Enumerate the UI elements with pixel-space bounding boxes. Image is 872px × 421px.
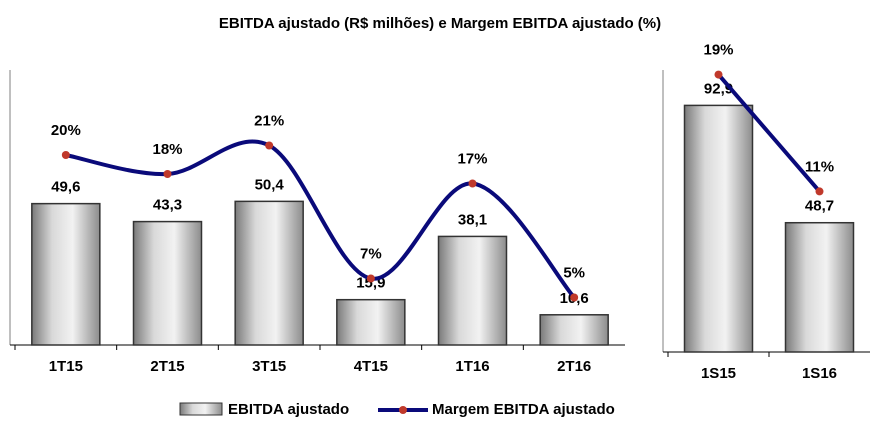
line-value-label: 7% — [360, 245, 382, 262]
chart-title: EBITDA ajustado (R$ milhões) e Margem EB… — [219, 15, 661, 32]
line-marker — [366, 274, 375, 283]
line-marker — [61, 151, 70, 159]
line-marker — [163, 170, 172, 178]
bar — [683, 104, 754, 353]
x-tick-label: 1S15 — [701, 365, 736, 382]
line-value-label: 17% — [457, 150, 487, 167]
legend-label: EBITDA ajustado — [228, 401, 349, 418]
line-value-label: 20% — [51, 122, 81, 139]
x-tick-label: 1T16 — [455, 358, 489, 375]
line-marker — [714, 70, 723, 79]
line-value-label: 11% — [805, 158, 834, 175]
line-marker — [570, 293, 579, 302]
bar-value-label: 49,6 — [51, 179, 80, 196]
x-tick-label: 2T15 — [150, 358, 184, 375]
line-value-label: 18% — [152, 141, 182, 158]
line-value-label: 21% — [254, 112, 284, 129]
x-tick-label: 4T15 — [354, 358, 388, 375]
x-tick-label: 1T15 — [49, 358, 83, 375]
line — [716, 73, 822, 193]
x-tick-label: 2T16 — [557, 358, 591, 375]
legend-label: Margem EBITDA ajustado — [432, 401, 615, 418]
bar-value-label: 38,1 — [458, 211, 487, 228]
line-marker — [265, 141, 274, 150]
bar-value-label: 50,4 — [255, 176, 285, 193]
legend-bar-swatch — [179, 402, 223, 416]
line-marker — [815, 187, 824, 196]
bar — [31, 202, 101, 346]
bar-value-label: 43,3 — [153, 197, 182, 214]
bar — [336, 298, 406, 346]
line-marker — [468, 179, 477, 188]
x-tick-label: 3T15 — [252, 358, 286, 375]
bar — [539, 314, 609, 346]
bar — [784, 221, 855, 353]
line-value-label: 19% — [703, 42, 733, 59]
line-value-label: 5% — [563, 264, 585, 281]
x-tick-label: 1S16 — [802, 365, 837, 382]
bar-value-label: 48,7 — [805, 198, 834, 215]
legend-line-marker — [399, 406, 407, 414]
bar — [437, 235, 508, 346]
bar — [132, 220, 203, 346]
bar — [234, 200, 304, 346]
